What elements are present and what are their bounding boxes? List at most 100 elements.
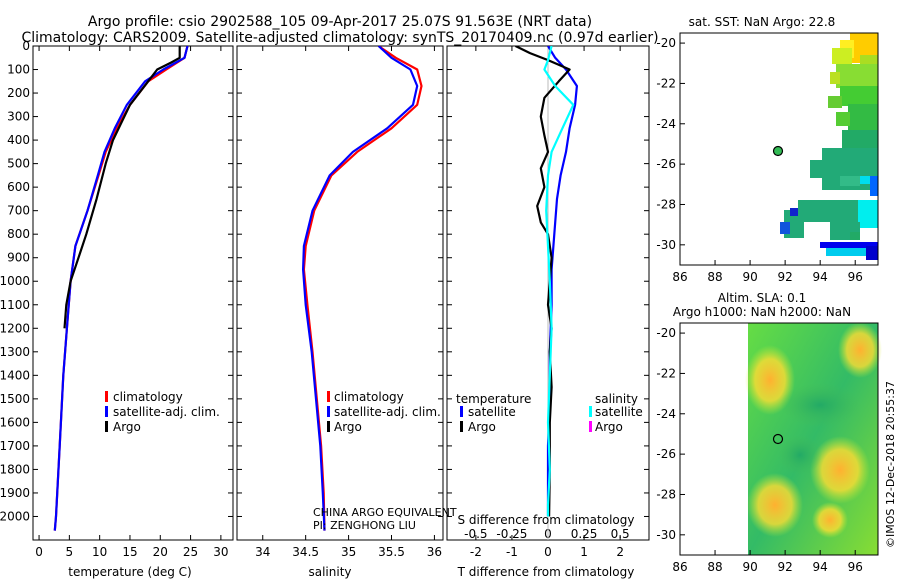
depth-tick-label: 300 xyxy=(7,110,30,124)
title-line-2: Climatology: CARS2009. Satellite-adjuste… xyxy=(21,30,658,46)
lon-tick-label: 86 xyxy=(672,560,687,574)
lat-tick-label: -28 xyxy=(656,197,676,211)
legend-salinity-heading: salinity xyxy=(595,392,638,406)
sst-map-title: sat. SST: NaN Argo: 22.8 xyxy=(689,15,836,29)
legend-s-satellite-swatch xyxy=(589,406,592,417)
lon-tick-label: 96 xyxy=(848,270,863,284)
lat-tick-label: -24 xyxy=(656,407,676,421)
lat-tick-label: -20 xyxy=(656,36,676,50)
legend-t-satellite-swatch xyxy=(460,406,463,417)
depth-axis: 0 100 200 300 400 500 600 700 800 900 1000 1100 1200… xyxy=(0,39,649,523)
lat-tick-label: -22 xyxy=(656,366,676,380)
temperature-legend: climatology satellite-adj. clim. Argo xyxy=(105,390,220,434)
lon-tick-label: 88 xyxy=(707,270,722,284)
x-tick-label: 5 xyxy=(66,545,74,559)
depth-tick-label: 1200 xyxy=(0,321,30,335)
temperature-satellite-line xyxy=(546,46,579,517)
depth-tick-label: 900 xyxy=(7,251,30,265)
sst-lat-axis: -20 -22 -24 -26 -28 -30 xyxy=(656,36,685,252)
x-tick-label: -1 xyxy=(506,545,518,559)
salinity-plot-frame xyxy=(236,45,444,541)
x-tick-label: 30 xyxy=(213,545,228,559)
s-difference-x-axis: -0.5-0.2500.250.5 xyxy=(464,527,630,541)
legend-t-argo: Argo xyxy=(468,420,496,434)
legend-argo: Argo xyxy=(334,420,362,434)
lat-tick-label: -24 xyxy=(656,117,676,131)
x-tick-label: 25 xyxy=(183,545,198,559)
temperature-axis-label: temperature (deg C) xyxy=(68,565,191,579)
sst-map xyxy=(679,32,879,266)
salinity-satellite-line xyxy=(543,46,575,517)
temperature-argo-line xyxy=(515,46,571,517)
depth-tick-label: 500 xyxy=(7,157,30,171)
sla-map-title-2: Argo h1000: NaN h2000: NaN xyxy=(673,305,851,319)
satellite-adj-clim--line xyxy=(53,46,189,531)
temperature-x-axis: 0 5 10 15 20 25 30 xyxy=(35,46,229,559)
legend-climatology: climatology xyxy=(334,390,404,404)
depth-tick-label: 0 xyxy=(22,39,30,53)
sst-pixel-field xyxy=(780,33,878,260)
argo-float-marker xyxy=(772,145,784,157)
salinity-x-axis: 34 34.5 35 35.5 36 xyxy=(255,46,442,559)
satellite-adj-clim--line xyxy=(302,46,419,531)
sst-lon-axis: 86 88 90 92 94 96 xyxy=(672,260,863,284)
legend-climatology-swatch xyxy=(105,391,108,402)
x-tick-label: 35.5 xyxy=(378,545,405,559)
x-tick-label: 35 xyxy=(341,545,356,559)
sla-lon-axis: 86 88 90 92 94 96 xyxy=(672,550,863,574)
sla-map-title-1: Altim. SLA: 0.1 xyxy=(718,291,806,305)
legend-climatology-swatch xyxy=(327,391,330,402)
x-tick-label: 36 xyxy=(427,545,442,559)
s-diff-axis-label: S difference from climatology xyxy=(458,513,635,527)
x-tick-label: 0 xyxy=(35,545,43,559)
s-diff-tick-label: 0.5 xyxy=(611,527,630,541)
lon-tick-label: 88 xyxy=(707,560,722,574)
pi-credit-line-1: CHINA ARGO EQUIVALENT xyxy=(313,506,457,519)
legend-climatology: climatology xyxy=(113,390,183,404)
lat-tick-label: -22 xyxy=(656,76,676,90)
x-tick-label: 15 xyxy=(122,545,137,559)
x-tick-label: 0 xyxy=(544,545,552,559)
legend-temperature-heading: temperature xyxy=(456,392,531,406)
depth-tick-label: 1000 xyxy=(0,274,30,288)
legend-argo-swatch xyxy=(105,421,108,432)
legend-satellite-adj: satellite-adj. clim. xyxy=(334,405,441,419)
depth-tick-label: 1100 xyxy=(0,298,30,312)
lon-tick-label: 94 xyxy=(813,270,828,284)
legend-t-satellite: satellite xyxy=(468,405,516,419)
legend-satellite-swatch xyxy=(105,406,108,417)
lon-tick-label: 94 xyxy=(813,560,828,574)
depth-tick-label: 400 xyxy=(7,133,30,147)
lat-tick-label: -26 xyxy=(656,447,676,461)
x-tick-label: 34 xyxy=(255,545,270,559)
pi-credit-line-2: PI: ZENGHONG LIU xyxy=(313,519,416,532)
lon-tick-label: 96 xyxy=(848,560,863,574)
depth-tick-label: 800 xyxy=(7,227,30,241)
argo-float-marker xyxy=(772,433,784,445)
legend-s-satellite: satellite xyxy=(595,405,643,419)
lat-tick-label: -30 xyxy=(656,238,676,252)
x-tick-label: -2 xyxy=(470,545,482,559)
lat-tick-label: -30 xyxy=(656,528,676,542)
lon-tick-label: 90 xyxy=(742,270,757,284)
title-line-1: Argo profile: csio 2902588_105 09-Apr-20… xyxy=(88,14,592,30)
depth-tick-label: 600 xyxy=(7,180,30,194)
x-tick-label: 34.5 xyxy=(292,545,319,559)
sst-map-frame xyxy=(679,32,879,266)
salinity-axis-label: salinity xyxy=(308,565,351,579)
lon-tick-label: 90 xyxy=(742,560,757,574)
depth-tick-label: 1400 xyxy=(0,368,30,382)
sla-map xyxy=(679,322,882,556)
x-tick-label: 10 xyxy=(92,545,107,559)
salinity-series xyxy=(302,46,423,531)
lat-tick-label: -26 xyxy=(656,157,676,171)
x-tick-label: 20 xyxy=(153,545,168,559)
x-tick-label: 2 xyxy=(616,545,624,559)
t-diff-axis-label: T difference from climatology xyxy=(457,565,635,579)
lat-tick-label: -20 xyxy=(656,326,676,340)
sla-lat-axis: -20 -22 -24 -26 -28 -30 xyxy=(656,326,685,542)
legend-s-argo-swatch xyxy=(589,421,592,432)
s-diff-tick-label: -0.5 xyxy=(464,527,487,541)
legend-t-argo-swatch xyxy=(460,421,463,432)
